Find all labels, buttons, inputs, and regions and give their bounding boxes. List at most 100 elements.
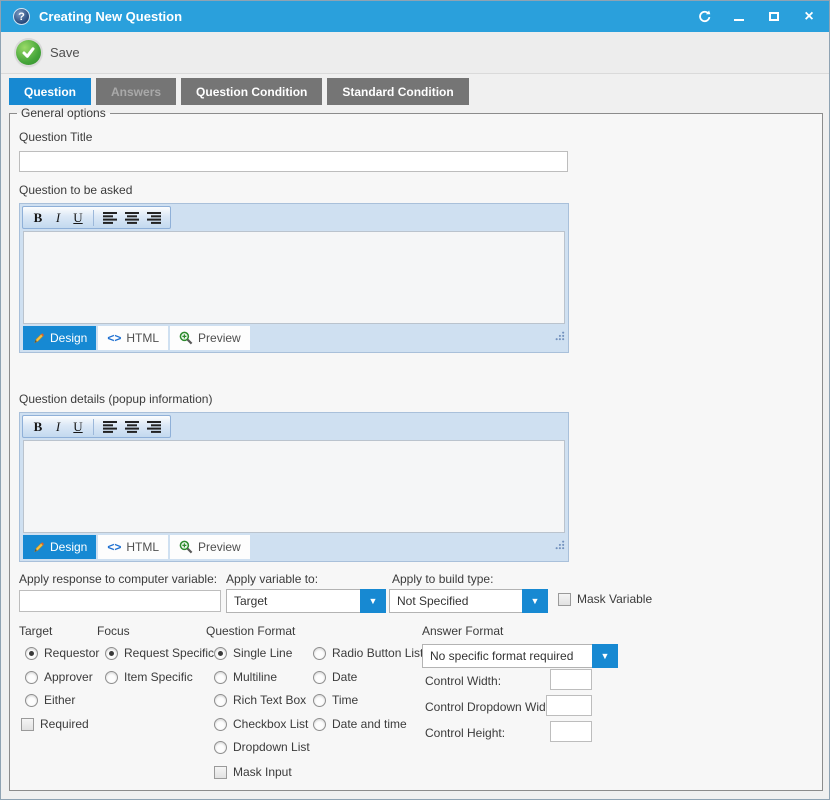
radio-icon[interactable] (313, 670, 326, 684)
radio-label[interactable]: Date and time (332, 717, 407, 731)
radio-item-specific[interactable]: Item Specific (105, 670, 193, 684)
resize-grip[interactable] (553, 538, 566, 556)
radio-icon[interactable] (214, 693, 227, 707)
radio-label[interactable]: Date (332, 670, 358, 684)
dropdown-arrow-icon[interactable]: ▼ (592, 644, 618, 668)
align-left-button[interactable] (99, 211, 121, 224)
minimize-button[interactable] (731, 9, 747, 25)
question-title-input[interactable] (19, 151, 568, 172)
tab-question-condition[interactable]: Question Condition (181, 78, 323, 105)
align-right-button[interactable] (143, 420, 165, 433)
resize-grip[interactable] (553, 329, 566, 347)
radio-icon[interactable] (313, 646, 326, 660)
radio-icon[interactable] (25, 693, 38, 707)
required-option[interactable]: Required (21, 717, 89, 731)
close-button[interactable]: × (801, 8, 817, 25)
apply-variable-to-dropdown[interactable]: Target ▼ (226, 589, 386, 613)
preview-mode-tab[interactable]: Preview (170, 535, 250, 559)
apply-build-type-value: Not Specified (389, 589, 522, 613)
question-details-label: Question details (popup information) (19, 392, 213, 406)
radio-label[interactable]: Single Line (233, 646, 293, 660)
align-center-button[interactable] (121, 211, 143, 224)
radio-requestor[interactable]: Requestor (25, 646, 99, 660)
html-mode-tab[interactable]: <> HTML (98, 326, 169, 350)
radio-request-specific[interactable]: Request Specific (105, 646, 214, 660)
apply-response-input[interactable] (19, 590, 221, 612)
radio-label[interactable]: Checkbox List (233, 717, 309, 731)
control-dropdown-width-input[interactable] (546, 695, 592, 716)
radio-multiline[interactable]: Multiline (214, 670, 277, 684)
question-asked-editor-area[interactable] (23, 231, 565, 324)
radio-label[interactable]: Request Specific (124, 646, 215, 660)
preview-mode-tab[interactable]: Preview (170, 326, 250, 350)
apply-build-type-dropdown[interactable]: Not Specified ▼ (389, 589, 548, 613)
command-toolbar: Save (1, 32, 829, 74)
required-label[interactable]: Required (40, 717, 89, 731)
radio-label[interactable]: Dropdown List (233, 740, 310, 754)
radio-icon[interactable] (214, 740, 227, 754)
design-mode-tab[interactable]: Design (23, 326, 97, 350)
bold-button[interactable]: B (33, 209, 43, 225)
mask-input-label[interactable]: Mask Input (233, 765, 292, 779)
mask-input-checkbox[interactable] (214, 765, 227, 779)
dropdown-arrow-icon[interactable]: ▼ (360, 589, 386, 613)
italic-button[interactable]: I (55, 209, 61, 225)
required-checkbox[interactable] (21, 717, 34, 731)
radio-single-line[interactable]: Single Line (214, 646, 292, 660)
control-width-input[interactable] (550, 669, 592, 690)
radio-icon[interactable] (214, 717, 227, 731)
italic-button[interactable]: I (55, 418, 61, 434)
radio-date[interactable]: Date (313, 670, 357, 684)
control-height-input[interactable] (550, 721, 592, 742)
radio-date-and-time[interactable]: Date and time (313, 717, 407, 731)
radio-icon[interactable] (25, 646, 38, 660)
radio-either[interactable]: Either (25, 693, 75, 707)
tab-answers[interactable]: Answers (96, 78, 177, 105)
mask-input-option[interactable]: Mask Input (214, 765, 292, 779)
help-icon[interactable]: ? (13, 8, 30, 25)
radio-label[interactable]: Approver (44, 670, 93, 684)
radio-radio-button-list[interactable]: Radio Button List (313, 646, 423, 660)
align-right-button[interactable] (143, 211, 165, 224)
html-mode-label: HTML (126, 540, 160, 554)
radio-icon[interactable] (214, 646, 227, 660)
dropdown-arrow-icon[interactable]: ▼ (522, 589, 548, 613)
bold-button[interactable]: B (33, 418, 43, 434)
radio-label[interactable]: Item Specific (124, 670, 193, 684)
underline-button[interactable]: U (73, 418, 83, 434)
radio-icon[interactable] (313, 717, 326, 731)
align-left-button[interactable] (99, 420, 121, 433)
radio-label[interactable]: Multiline (233, 670, 278, 684)
radio-label[interactable]: Time (332, 693, 359, 707)
html-mode-tab[interactable]: <> HTML (98, 535, 169, 559)
radio-time[interactable]: Time (313, 693, 358, 707)
mask-variable-checkbox[interactable] (558, 592, 571, 606)
radio-rich-text-box[interactable]: Rich Text Box (214, 693, 306, 707)
design-mode-tab[interactable]: Design (23, 535, 97, 559)
radio-dropdown-list[interactable]: Dropdown List (214, 740, 310, 754)
mask-variable-option[interactable]: Mask Variable (558, 592, 652, 606)
radio-approver[interactable]: Approver (25, 670, 93, 684)
tab-standard-condition[interactable]: Standard Condition (327, 78, 469, 105)
refresh-button[interactable] (696, 9, 712, 25)
save-button[interactable]: Save (16, 40, 80, 65)
question-details-editor-area[interactable] (23, 440, 565, 533)
tab-question[interactable]: Question (9, 78, 92, 105)
align-center-button[interactable] (121, 420, 143, 433)
radio-label[interactable]: Radio Button List (332, 646, 424, 660)
radio-icon[interactable] (105, 646, 118, 660)
radio-label[interactable]: Requestor (44, 646, 100, 660)
radio-icon[interactable] (214, 670, 227, 684)
maximize-button[interactable] (766, 9, 782, 25)
tab-bar: Question Answers Question Condition Stan… (9, 78, 469, 105)
radio-icon[interactable] (25, 670, 38, 684)
radio-label[interactable]: Rich Text Box (233, 693, 307, 707)
radio-checkbox-list[interactable]: Checkbox List (214, 717, 308, 731)
radio-icon[interactable] (105, 670, 118, 684)
underline-button[interactable]: U (73, 209, 83, 225)
mask-variable-label[interactable]: Mask Variable (577, 592, 653, 606)
radio-icon[interactable] (313, 693, 326, 707)
control-height-label: Control Height: (425, 726, 506, 740)
radio-label[interactable]: Either (44, 693, 76, 707)
answer-format-dropdown[interactable]: No specific format required ▼ (422, 644, 618, 668)
